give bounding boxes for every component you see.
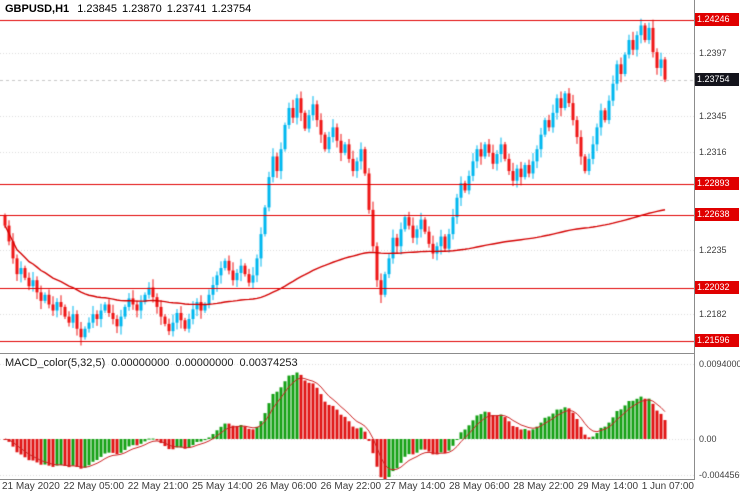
level-price-label: 1.22893 <box>695 177 739 190</box>
ohlc-close-value: 1.23754 <box>211 3 252 15</box>
price-grid-label: 1.2345 <box>699 111 727 121</box>
macd-axis-label: 0.00 <box>699 434 717 444</box>
macd-axis-label: -0.0044560 <box>699 470 740 480</box>
time-label: 28 May 06:00 <box>448 481 510 492</box>
time-label: 29 May 14:00 <box>577 481 639 492</box>
time-label: 25 May 14:00 <box>191 481 253 492</box>
level-price-label: 1.22638 <box>695 208 739 221</box>
pane-separator[interactable] <box>0 353 694 354</box>
macd-title-overlay: MACD_color(5,32,5) 0.00000000 0.00000000 0.… <box>5 357 304 369</box>
macd-indicator-name: MACD_color(5,32,5) <box>5 357 106 369</box>
price-grid-label: 1.2182 <box>699 309 727 319</box>
price-axis[interactable]: 1.2397 1.2345 1.2316 1.2235 1.2182 1.24246 1.2… <box>695 0 740 480</box>
ohlc-high-value: 1.23870 <box>121 3 162 15</box>
macd-value-3: 0.00374253 <box>239 357 298 369</box>
ohlc-open-value: 1.23845 <box>77 3 117 15</box>
pane-separator[interactable] <box>0 479 694 480</box>
time-label: 1 Jun 07:00 <box>641 481 694 492</box>
time-label: 26 May 06:00 <box>256 481 317 492</box>
macd-canvas[interactable] <box>0 355 694 479</box>
current-price-label: 1.23754 <box>695 73 739 86</box>
level-price-label: 1.24246 <box>695 13 739 26</box>
macd-value-1: 0.00000000 <box>111 357 170 369</box>
price-chart-canvas[interactable] <box>0 0 694 353</box>
time-label: 22 May 21:00 <box>127 481 189 492</box>
chart-title-overlay: GBPUSD,H1 1.23845 1.23870 1.23741 1.23754 <box>5 3 256 15</box>
time-label: 22 May 05:00 <box>63 481 125 492</box>
time-label: 28 May 22:00 <box>513 481 574 492</box>
macd-indicator-pane[interactable] <box>0 355 694 479</box>
price-axis-divider <box>694 0 695 480</box>
symbol-timeframe-label: GBPUSD,H1 <box>5 3 70 15</box>
ohlc-low-value: 1.23741 <box>166 3 207 15</box>
time-label: 21 May 2020 <box>2 481 60 492</box>
level-price-label: 1.22032 <box>695 281 739 294</box>
time-label: 26 May 22:00 <box>320 481 382 492</box>
macd-value-2: 0.00000000 <box>175 357 234 369</box>
price-grid-label: 1.2235 <box>699 245 727 255</box>
time-axis[interactable]: 21 May 2020 22 May 05:00 22 May 21:00 25… <box>0 481 694 499</box>
level-price-label: 1.21596 <box>695 334 739 347</box>
price-grid-label: 1.2316 <box>699 147 727 157</box>
price-chart-pane[interactable] <box>0 0 694 353</box>
time-label: 27 May 14:00 <box>384 481 446 492</box>
macd-axis-label: 0.0094000 <box>699 359 740 369</box>
price-grid-label: 1.2397 <box>699 48 727 58</box>
